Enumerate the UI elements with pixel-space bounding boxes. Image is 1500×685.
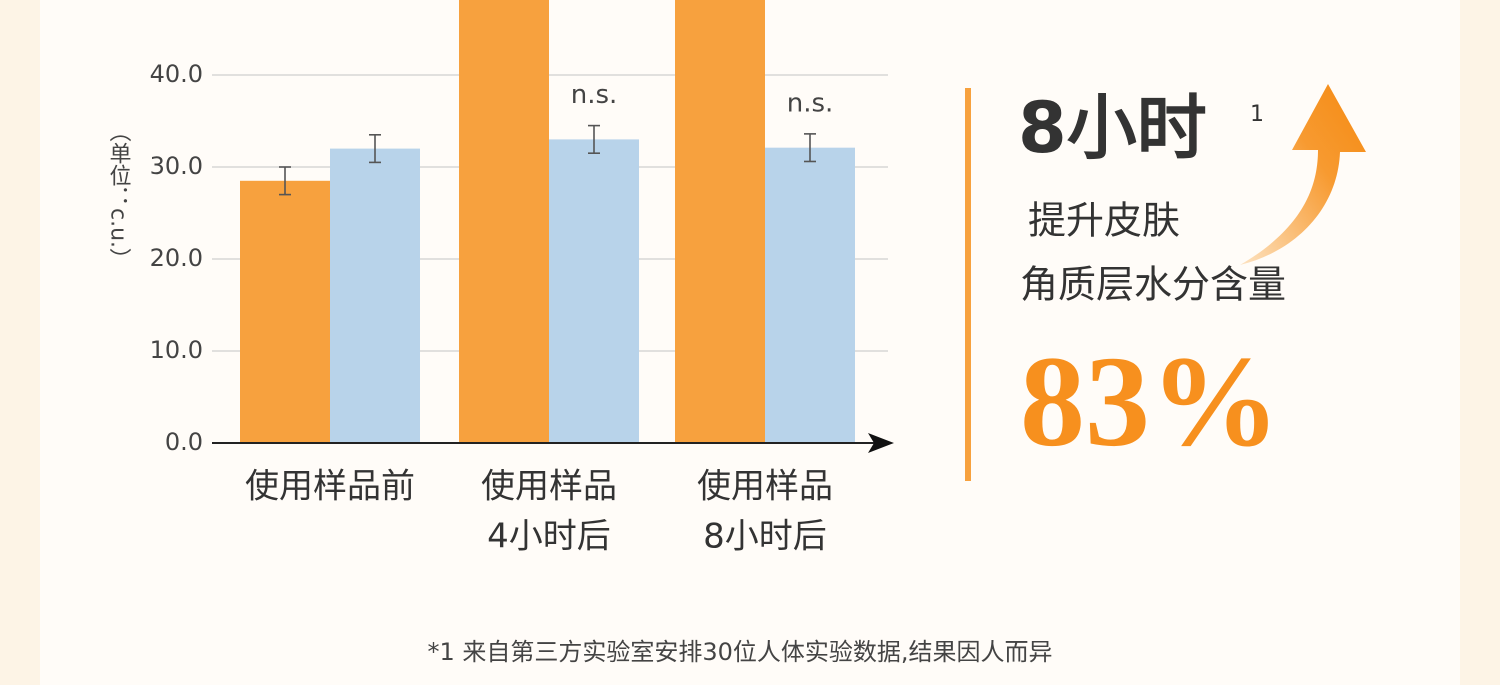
bar <box>459 0 549 443</box>
x-tick-label: 4小时后 <box>487 517 611 557</box>
y-tick-label: 0.0 <box>165 428 203 456</box>
up-arrow <box>1240 84 1366 265</box>
x-tick-label: 8小时后 <box>703 517 827 557</box>
axis-arrow <box>868 433 894 453</box>
highlight-time: 8小时 <box>1018 87 1207 169</box>
error-bar <box>279 166 291 196</box>
x-tick-label: 使用样品 <box>697 467 833 507</box>
highlight-figure: 83% <box>1020 330 1280 474</box>
bar <box>240 180 330 443</box>
bar <box>765 147 855 443</box>
x-tick-label: 使用样品前 <box>245 467 415 507</box>
y-tick-label: 30.0 <box>150 152 203 180</box>
bar <box>675 0 765 443</box>
error-bar <box>369 134 381 164</box>
footnote: *1 来自第三方实验室安排30位人体实验数据,结果因人而异 <box>427 638 1052 666</box>
y-tick-label: 40.0 <box>150 60 203 88</box>
annotation: n.s. <box>571 80 618 110</box>
footnote-mark: 1 <box>1250 102 1264 127</box>
y-tick-label: 20.0 <box>150 244 203 272</box>
y-axis-label: （单位：c.u.） <box>106 120 132 270</box>
error-bar <box>588 124 600 154</box>
highlight-line: 角质层水分含量 <box>1020 263 1286 307</box>
bar <box>549 139 639 443</box>
annotation: n.s. <box>787 88 834 118</box>
divider <box>965 88 971 481</box>
error-bar <box>804 133 816 163</box>
x-tick-label: 使用样品 <box>481 467 617 507</box>
y-tick-label: 10.0 <box>150 336 203 364</box>
bar <box>330 148 420 443</box>
highlight-line: 提升皮肤 <box>1028 199 1180 243</box>
